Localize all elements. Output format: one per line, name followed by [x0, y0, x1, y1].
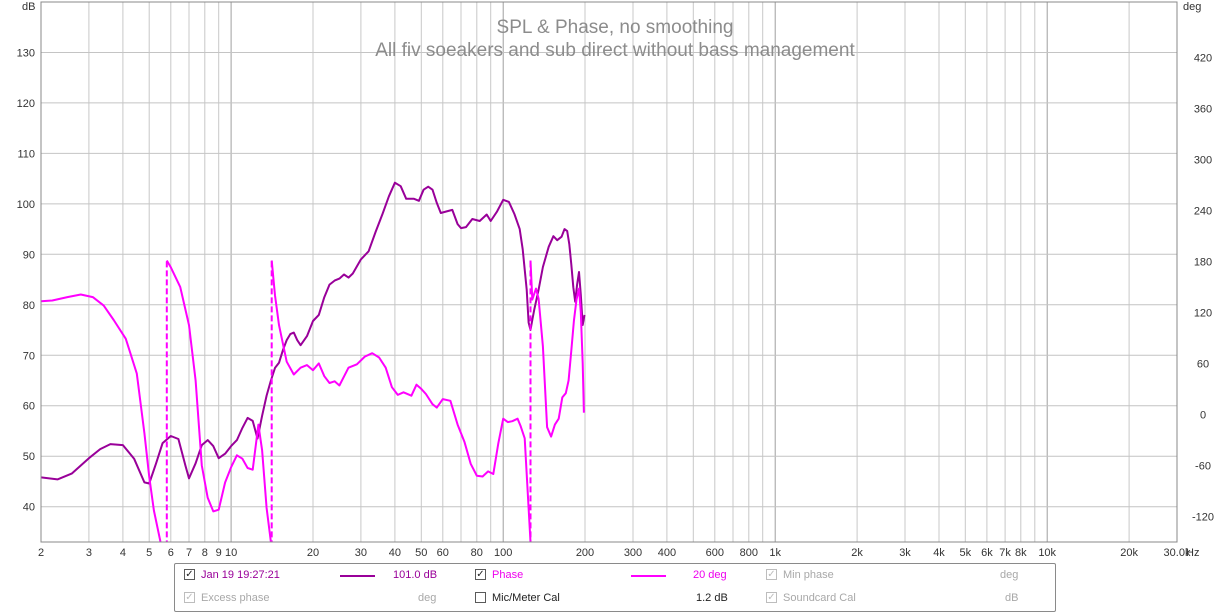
soundcard-cal-checkbox[interactable]: ✓ [766, 592, 777, 603]
x-tick-label: 40 [389, 547, 401, 559]
soundcard-cal-unit: dB [1005, 592, 1019, 604]
measurement-name: Jan 19 19:27:21 [201, 569, 280, 581]
x-tick-label: 20k [1120, 547, 1138, 559]
y-right-tick-label: 60 [1197, 358, 1209, 370]
x-tick-label: 3k [899, 547, 911, 559]
y-left-tick-label: 110 [17, 148, 35, 160]
y-right-tick-label: 120 [1194, 307, 1212, 319]
plot-background [0, 0, 1231, 560]
series-layer [41, 181, 586, 542]
plot-frame [40, 1, 1178, 543]
x-tick-label: 60 [437, 547, 449, 559]
min-phase-label: Min phase [783, 569, 834, 581]
y-right-tick-label: 240 [1194, 205, 1212, 217]
x-tick-label: 20 [307, 547, 319, 559]
x-tick-label: 200 [576, 547, 594, 559]
soundcard-cal-label: Soundcard Cal [783, 592, 856, 604]
x-tick-label: 5k [959, 547, 971, 559]
x-tick-label: 6 [168, 547, 174, 559]
axes: 2 3 4 5 6 7 8 9 10 20 30 40 50 60 80 100 200 300 400 600 800… [17, 1, 1214, 559]
y-left-tick-label: 40 [23, 502, 35, 514]
phase-line-segment [41, 293, 162, 542]
excess-phase-unit: deg [418, 592, 437, 604]
x-tick-label: 100 [494, 547, 512, 559]
y-right-tick-label: -60 [1195, 461, 1211, 473]
x-tick-label: 600 [706, 547, 724, 559]
x-tick-label: 30.0k [1164, 547, 1191, 559]
x-tick-label: 9 [216, 547, 222, 559]
x-tick-label: 6k [981, 547, 993, 559]
phase-swatch [631, 575, 666, 577]
x-tick-label: 5 [146, 547, 152, 559]
measurement-swatch [340, 575, 375, 577]
x-tick-label: 4 [120, 547, 126, 559]
y-left-tick-label: 90 [23, 249, 35, 261]
phase-line-segment [165, 259, 272, 542]
y-left-tick-label: 80 [23, 300, 35, 312]
x-tick-label: 3 [86, 547, 92, 559]
y-right-tick-label: -120 [1192, 512, 1214, 524]
y-left-tick-label: 50 [23, 451, 35, 463]
x-tick-label: 800 [740, 547, 758, 559]
chart-title: SPL & Phase, no smoothing [497, 17, 734, 38]
x-tick-label: 7 [186, 547, 192, 559]
phase-label: Phase [492, 569, 524, 581]
excess-phase-label: Excess phase [201, 592, 270, 604]
min-phase-unit: deg [1000, 569, 1019, 581]
mic-cal-value: 1.2 dB [696, 592, 728, 604]
y-left-tick-label: 70 [23, 350, 35, 362]
mic-cal-label: Mic/Meter Cal [492, 592, 560, 604]
x-tick-label: 2k [851, 547, 863, 559]
min-phase-checkbox[interactable]: ✓ [766, 569, 777, 580]
y-left-tick-label: 100 [17, 199, 35, 211]
x-tick-label: 7k [999, 547, 1011, 559]
phase-checkbox[interactable]: ✓ [475, 569, 486, 580]
x-axis-unit: Hz [1186, 547, 1199, 559]
spl-phase-chart[interactable]: 2 3 4 5 6 7 8 9 10 20 30 40 50 60 80 100 200 300 400 600 800… [0, 0, 1231, 560]
x-tick-label: 10 [225, 547, 237, 559]
x-tick-label: 8 [202, 547, 208, 559]
legend-panel: ✓ Jan 19 19:27:21 101.0 dB ✓ Phase 20 de… [174, 563, 1056, 612]
y-right-tick-label: 360 [1194, 103, 1212, 115]
x-tick-label: 2 [38, 547, 44, 559]
x-tick-label: 1k [769, 547, 781, 559]
left-axis-unit: dB [22, 1, 35, 13]
chart-subtitle: All fiv soeakers and sub direct without … [375, 40, 855, 61]
phase-series [41, 259, 585, 542]
legend-row-1: ✓ Jan 19 19:27:21 101.0 dB ✓ Phase 20 de… [175, 567, 1055, 587]
y-right-tick-label: 300 [1194, 154, 1212, 166]
excess-phase-checkbox[interactable]: ✓ [184, 592, 195, 603]
phase-line-segment [270, 260, 532, 542]
y-left-tick-label: 130 [17, 48, 35, 60]
y-right-tick-label: 0 [1200, 409, 1206, 421]
x-tick-label: 8k [1015, 547, 1027, 559]
y-left-tick-label: 120 [17, 98, 35, 110]
x-tick-label: 30 [355, 547, 367, 559]
mic-cal-checkbox[interactable] [475, 592, 486, 603]
phase-line-segment [529, 260, 585, 438]
legend-row-2: ✓ Excess phase deg Mic/Meter Cal 1.2 dB … [175, 590, 1055, 610]
x-tick-label: 300 [624, 547, 642, 559]
x-tick-label: 80 [471, 547, 483, 559]
y-right-tick-label: 180 [1194, 256, 1212, 268]
measurement-value: 101.0 dB [393, 569, 438, 581]
right-axis-unit: deg [1183, 1, 1201, 13]
y-right-tick-label: 420 [1194, 52, 1212, 64]
x-tick-label: 50 [415, 547, 427, 559]
phase-value: 20 deg [693, 569, 727, 581]
x-tick-label: 400 [658, 547, 676, 559]
x-tick-label: 4k [933, 547, 945, 559]
measurement-checkbox[interactable]: ✓ [184, 569, 195, 580]
x-tick-label: 10k [1038, 547, 1056, 559]
y-left-tick-label: 60 [23, 401, 35, 413]
